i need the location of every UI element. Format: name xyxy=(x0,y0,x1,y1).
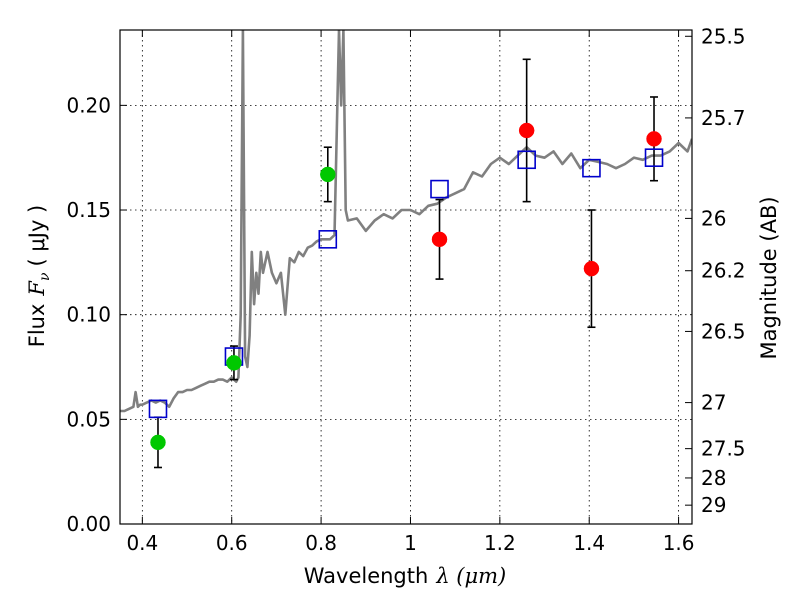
observed-flux-marker xyxy=(431,231,448,248)
model-square-marker xyxy=(644,148,664,167)
observed-flux-marker xyxy=(518,122,535,139)
y-tick-label: 0.10 xyxy=(66,303,111,327)
y-tick-label: 0.05 xyxy=(66,407,111,431)
model-square-marker xyxy=(517,150,536,170)
x-tick-label: 1.4 xyxy=(573,531,605,555)
model-square-marker xyxy=(318,230,338,249)
x-tick-label: 1.6 xyxy=(663,531,695,555)
observed-flux-marker xyxy=(150,434,166,451)
observed-flux-marker xyxy=(583,260,600,277)
y2-tick-label: 29 xyxy=(701,493,726,517)
model-square-marker xyxy=(148,399,168,419)
y-axis-label-symbol: F xyxy=(25,280,49,297)
y2-tick-label: 25.7 xyxy=(701,106,746,130)
plot-series xyxy=(120,30,692,469)
y-axis-label-text: Flux xyxy=(25,304,49,348)
x-axis-label: Wavelength λ (μm) xyxy=(304,564,507,588)
spectrum-line xyxy=(120,30,692,413)
y2-tick-label: 28 xyxy=(701,466,726,490)
y-tick-label: 0.00 xyxy=(66,512,111,536)
y2-tick-label: 26 xyxy=(701,206,726,230)
y2-tick-label: 26.2 xyxy=(701,259,746,283)
x-axis-label-math: λ (μm) xyxy=(435,564,506,588)
x-tick-label: 0.6 xyxy=(216,531,248,555)
y-tick-label: 0.20 xyxy=(66,93,111,117)
observed-flux-marker xyxy=(646,131,662,147)
y-tick-label: 0.15 xyxy=(66,198,111,222)
y-axis-label-unit: ( μJy ) xyxy=(25,205,49,267)
x-tick-label: 1.2 xyxy=(484,531,516,555)
y2-tick-label: 26.5 xyxy=(701,319,746,343)
y-axis-label-sub: ν xyxy=(37,272,53,281)
x-tick-label: 0.4 xyxy=(126,531,158,555)
model-square-marker xyxy=(582,158,601,178)
model-square-marker xyxy=(430,179,449,199)
y2-axis-label: Magnitude (AB) xyxy=(757,196,781,359)
y2-tick-label: 27 xyxy=(701,391,726,415)
x-tick-label: 1 xyxy=(404,531,417,555)
plot-frame xyxy=(119,29,693,525)
y2-tick-label: 27.5 xyxy=(701,437,746,461)
grid xyxy=(120,30,692,525)
y2-tick-label: 25.5 xyxy=(701,24,746,48)
observed-flux-marker xyxy=(226,355,242,371)
observed-flux-marker xyxy=(320,166,336,183)
axes: 0.4 0.6 0.8 1 1.2 1.4 1.6 0.00 0.05 0.10 0.15 0.20 2… xyxy=(66,24,745,555)
y-axis-label: Flux Fν ( μJy ) xyxy=(25,205,53,347)
x-tick-label: 0.8 xyxy=(305,531,337,555)
x-axis-label-text: Wavelength xyxy=(304,564,429,588)
